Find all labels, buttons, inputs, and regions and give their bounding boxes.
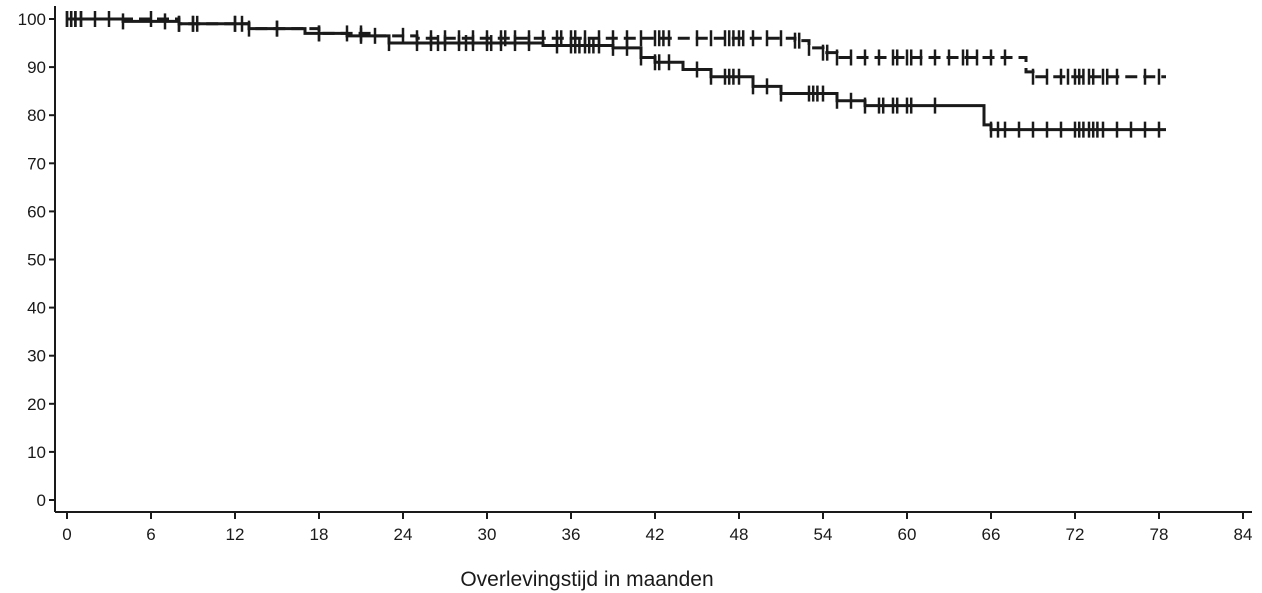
x-axis-title: Overlevingstijd in maanden xyxy=(460,568,713,591)
y-tick-label: 90 xyxy=(27,58,46,77)
x-tick-label: 12 xyxy=(226,525,245,544)
y-tick-label: 20 xyxy=(27,395,46,414)
series-layer xyxy=(65,11,1166,138)
x-tick-label: 18 xyxy=(310,525,329,544)
survival-curve-solid xyxy=(67,17,1166,132)
y-tick-label: 30 xyxy=(27,347,46,366)
x-tick-label: 54 xyxy=(814,525,833,544)
x-tick-label: 6 xyxy=(146,525,155,544)
y-tick-label: 10 xyxy=(27,443,46,462)
series-solid xyxy=(65,11,1166,138)
y-tick-label: 100 xyxy=(18,10,46,29)
y-tick-label: 60 xyxy=(27,202,46,221)
x-tick-label: 84 xyxy=(1234,525,1253,544)
y-tick-label: 40 xyxy=(27,299,46,318)
x-tick-label: 24 xyxy=(394,525,413,544)
y-axis: 0 10 20 30 40 50 60 70 80 90 100 xyxy=(18,6,56,512)
x-tick-label: 36 xyxy=(562,525,581,544)
x-axis: 0 6 12 18 24 30 36 42 48 54 60 66 72 78 84 xyxy=(55,511,1253,544)
x-tick-label: 30 xyxy=(478,525,497,544)
y-tick-label: 70 xyxy=(27,154,46,173)
y-tick-label: 50 xyxy=(27,251,46,270)
series-dashed xyxy=(65,11,1166,85)
y-tick-label: 80 xyxy=(27,106,46,125)
x-tick-label: 72 xyxy=(1066,525,1085,544)
x-tick-label: 48 xyxy=(730,525,749,544)
x-tick-label: 66 xyxy=(982,525,1001,544)
y-tick-label: 0 xyxy=(37,491,46,510)
x-tick-label: 60 xyxy=(898,525,917,544)
x-tick-label: 78 xyxy=(1150,525,1169,544)
x-tick-label: 42 xyxy=(646,525,665,544)
x-tick-label: 0 xyxy=(62,525,71,544)
